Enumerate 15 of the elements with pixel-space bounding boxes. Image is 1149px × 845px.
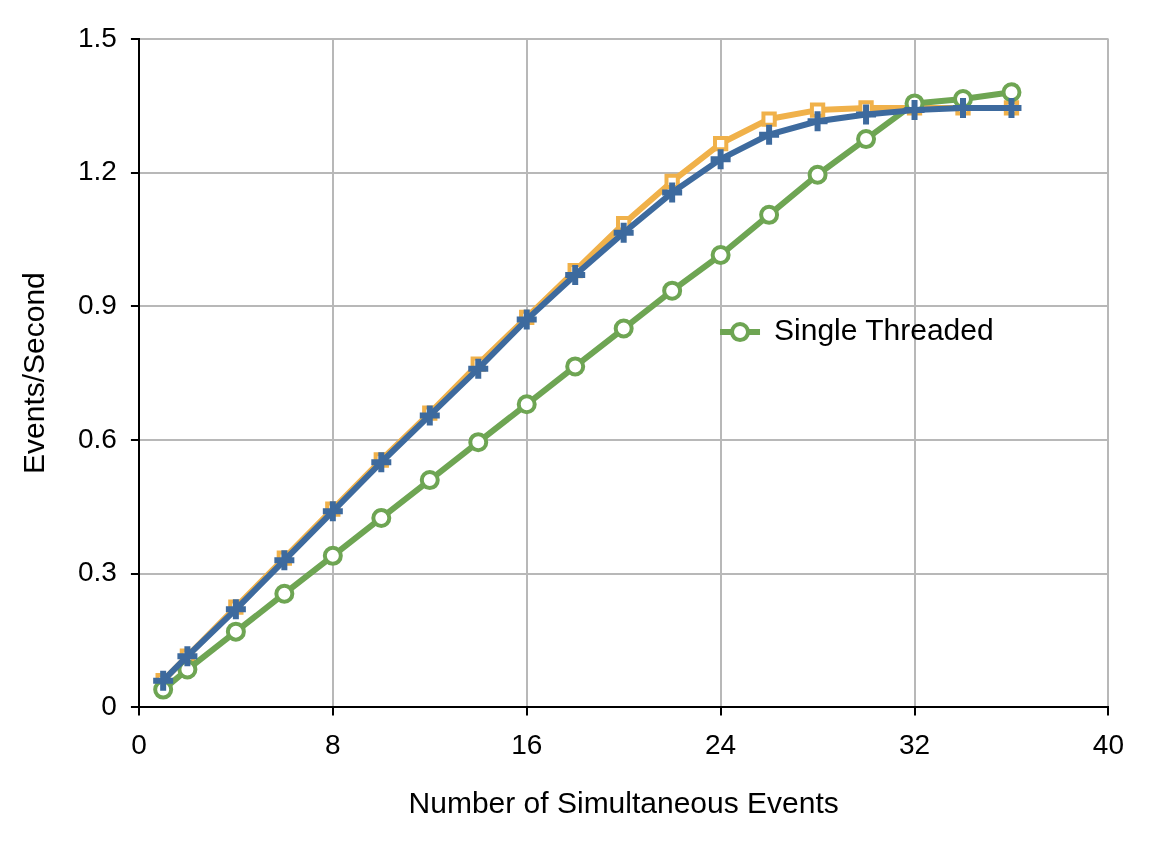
y-tick-label: 0 (101, 690, 117, 722)
y-tick-label: 1.2 (77, 155, 117, 187)
x-tick-label: 0 (131, 728, 147, 760)
x-tick-label: 32 (898, 728, 931, 760)
legend-label: Single Threaded (774, 313, 994, 347)
x-tick-label: 16 (511, 728, 543, 760)
y-tick-label: 0.6 (77, 422, 117, 454)
x-tick-label: 40 (1092, 728, 1125, 760)
y-axis-title: Events/Second (17, 272, 51, 474)
x-tick-label: 24 (705, 728, 737, 760)
y-tick-label: 1.5 (77, 21, 117, 53)
x-axis-title: Number of Simultaneous Events (408, 786, 839, 820)
x-tick-label: 8 (325, 728, 341, 760)
y-tick-label: 0.3 (77, 556, 117, 588)
y-tick-label: 0.9 (77, 288, 117, 320)
